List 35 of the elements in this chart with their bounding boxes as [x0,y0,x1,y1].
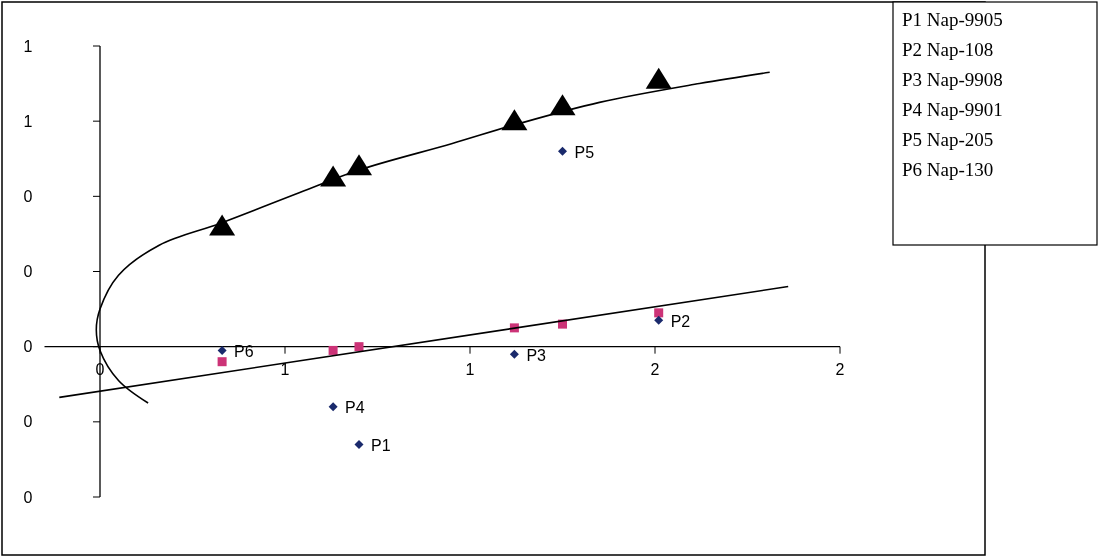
text: P6 Nap-130 [902,159,994,180]
point [354,439,364,449]
annotation: P2 [670,312,691,330]
text: P1 Nap-9905 [902,9,1003,30]
annotation: P5 [574,143,595,161]
point [645,67,672,89]
annotation: P3 [526,346,547,364]
y-tick-label: 1 [23,37,33,55]
y-tick-label: 1 [23,112,33,130]
point [354,342,364,352]
point [320,165,347,187]
point [217,345,227,355]
text: P4 Nap-9901 [902,99,1003,120]
annotation: P1 [371,436,391,454]
text: P5 Nap-205 [902,129,994,150]
y-tick-label: 0 [23,263,33,281]
text: P3 Nap-9908 [902,69,1003,90]
point [654,308,664,318]
point [654,315,664,325]
point [217,357,227,367]
y-tick-label: 0 [23,488,33,506]
point [209,214,236,236]
x-tick-label: 2 [650,360,660,378]
point [328,345,338,355]
x-tick-label: 1 [280,360,290,378]
point [558,146,567,156]
point [328,402,338,412]
y-tick-label: 0 [23,187,33,205]
annotation: P4 [345,399,365,417]
x-tick-label: 2 [835,360,845,378]
y-tick-label: 0 [23,413,33,431]
y-tick-label: 0 [23,338,33,356]
text: P2 Nap-108 [902,39,994,60]
point [509,349,519,359]
x-tick-label: 1 [465,360,475,378]
